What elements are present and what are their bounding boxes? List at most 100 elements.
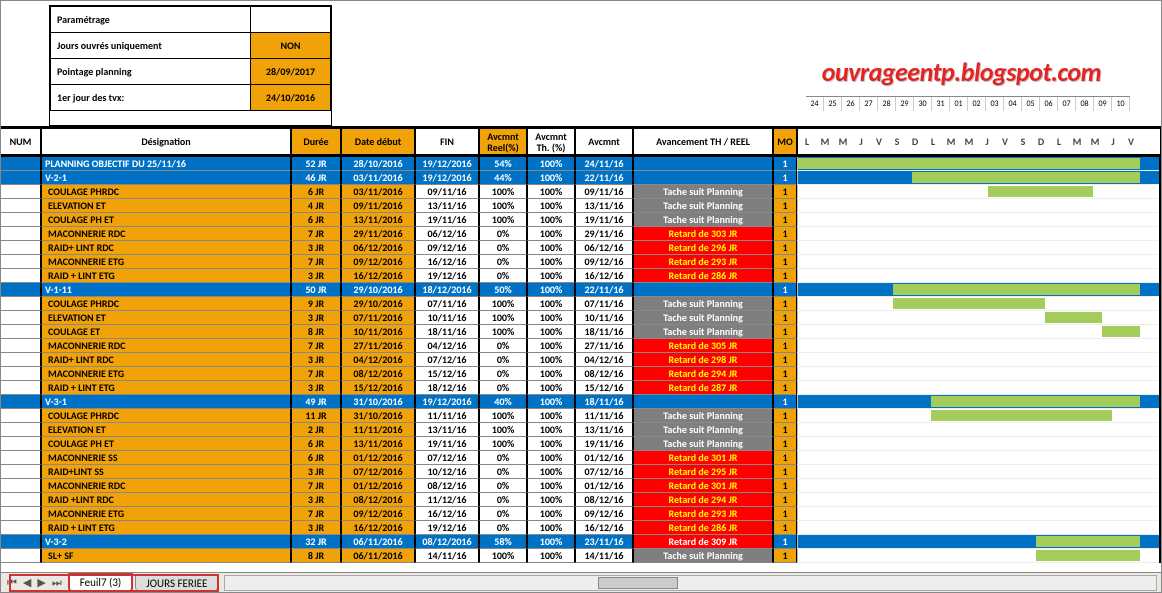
cell-debut: 31/10/2016 — [341, 395, 415, 409]
cell-avcmnt: 07/11/16 — [575, 297, 633, 311]
table-row[interactable]: MACONNERIE ETG7 JR08/12/201615/12/160%10… — [1, 367, 1159, 381]
cell-avcmnt-reel: 0% — [479, 493, 527, 507]
tab-last-icon[interactable]: ⏭ — [50, 576, 64, 590]
cell-num — [1, 255, 41, 269]
cell-avcmnt-reel: 0% — [479, 465, 527, 479]
cell-designation: ELEVATION ET — [41, 311, 291, 325]
cell-status: Tache suit Planning — [633, 213, 773, 227]
table-row[interactable]: COULAGE PHRDC11 JR31/10/201611/11/16100%… — [1, 409, 1159, 423]
calendar-weekday: J — [852, 136, 870, 148]
tab-nav-buttons[interactable]: ⏮ ◀ ▶ ⏭ — [1, 576, 68, 590]
cell-gantt — [797, 395, 1159, 409]
table-row[interactable]: COULAGE PH ET6 JR13/11/201619/11/16100%1… — [1, 213, 1159, 227]
cell-num — [1, 297, 41, 311]
table-row[interactable]: ELEVATION ET2 JR11/11/201613/11/16100%10… — [1, 423, 1159, 437]
calendar-weekday: J — [978, 136, 996, 148]
cell-avcmnt-th: 100% — [527, 213, 575, 227]
param-value[interactable]: NON — [251, 33, 331, 59]
cell-mo: 1 — [773, 213, 797, 227]
cell-mo: 1 — [773, 311, 797, 325]
sheet-tab-jours-feriee[interactable]: JOURS FERIEE — [135, 575, 218, 591]
table-row[interactable]: V-3-232 JR06/11/201608/12/201658%100%23/… — [1, 535, 1159, 549]
cell-avcmnt-th: 100% — [527, 507, 575, 521]
cell-avcmnt: 15/12/16 — [575, 381, 633, 395]
cell-status: Retard de 309 JR — [633, 535, 773, 549]
tab-prev-icon[interactable]: ◀ — [21, 576, 33, 590]
table-row[interactable]: COULAGE ET8 JR10/11/201618/11/16100%100%… — [1, 325, 1159, 339]
param-value[interactable]: 28/09/2017 — [251, 59, 331, 85]
cell-avcmnt: 22/11/16 — [575, 283, 633, 297]
cell-avcmnt-reel: 0% — [479, 381, 527, 395]
table-row[interactable]: RAID + LINT ETG3 JR15/12/201618/12/160%1… — [1, 381, 1159, 395]
table-row[interactable]: RAID+LINT SS3 JR07/12/201610/12/160%100%… — [1, 465, 1159, 479]
cell-designation: SL+ SF — [41, 549, 291, 563]
table-row[interactable]: RAID +LINT RDC3 JR08/12/201611/12/160%10… — [1, 493, 1159, 507]
table-row[interactable]: RAID+ LINT RDC3 JR04/12/201607/12/160%10… — [1, 353, 1159, 367]
cell-duree: 3 JR — [291, 311, 341, 325]
cell-num — [1, 409, 41, 423]
header-fin: FIN — [415, 129, 479, 154]
cell-mo: 1 — [773, 437, 797, 451]
table-row[interactable]: MACONNERIE ETG7 JR09/12/201616/12/160%10… — [1, 255, 1159, 269]
table-row[interactable]: RAID+ LINT RDC3 JR06/12/201609/12/160%10… — [1, 241, 1159, 255]
cell-debut: 29/10/2016 — [341, 297, 415, 311]
cell-gantt — [797, 311, 1159, 325]
cell-debut: 07/12/2016 — [341, 465, 415, 479]
cell-avcmnt-th: 100% — [527, 423, 575, 437]
cell-fin: 19/11/16 — [415, 213, 479, 227]
cell-gantt — [797, 521, 1159, 535]
table-row[interactable]: COULAGE PH ET6 JR13/11/201619/11/16100%1… — [1, 437, 1159, 451]
param-value[interactable]: 24/10/2016 — [251, 85, 331, 111]
cell-mo: 1 — [773, 157, 797, 171]
tab-first-icon[interactable]: ⏮ — [5, 576, 19, 590]
cell-gantt — [797, 451, 1159, 465]
cell-avcmnt-th: 100% — [527, 297, 575, 311]
table-row[interactable]: ELEVATION ET4 JR09/11/201613/11/16100%10… — [1, 199, 1159, 213]
calendar-day: 31 — [932, 97, 950, 111]
cell-avcmnt-th: 100% — [527, 339, 575, 353]
cell-duree: 49 JR — [291, 395, 341, 409]
cell-gantt — [797, 255, 1159, 269]
cell-duree: 7 JR — [291, 339, 341, 353]
table-row[interactable]: MACONNERIE RDC7 JR01/12/201608/12/160%10… — [1, 479, 1159, 493]
cell-avcmnt-th: 100% — [527, 283, 575, 297]
table-row[interactable]: MACONNERIE RDC7 JR29/11/201606/12/160%10… — [1, 227, 1159, 241]
cell-status: Retard de 295 JR — [633, 465, 773, 479]
cell-mo: 1 — [773, 493, 797, 507]
cell-fin: 19/12/2016 — [415, 171, 479, 185]
table-row[interactable]: MACONNERIE ETG7 JR09/12/201616/12/160%10… — [1, 507, 1159, 521]
table-row[interactable]: ELEVATION ET3 JR07/11/201610/11/16100%10… — [1, 311, 1159, 325]
cell-mo: 1 — [773, 535, 797, 549]
table-row[interactable]: COULAGE PHRDC6 JR03/11/201609/11/16100%1… — [1, 185, 1159, 199]
cell-gantt — [797, 507, 1159, 521]
table-row[interactable]: MACONNERIE SS6 JR01/12/201607/12/160%100… — [1, 451, 1159, 465]
cell-debut: 31/10/2016 — [341, 409, 415, 423]
table-row[interactable]: PLANNING OBJECTIF DU 25/11/1652 JR28/10/… — [1, 157, 1159, 171]
horizontal-scrollbar[interactable] — [224, 575, 1157, 591]
cell-fin: 19/12/16 — [415, 269, 479, 283]
cell-fin: 13/11/16 — [415, 423, 479, 437]
sheet-tab-feuil7[interactable]: Feuil7 (3) — [68, 573, 134, 592]
table-row[interactable]: RAID + LINT ETG3 JR16/12/201619/12/160%1… — [1, 521, 1159, 535]
table-row[interactable]: V-1-1150 JR29/10/201618/12/201650%100%22… — [1, 283, 1159, 297]
cell-designation: COULAGE PH ET — [41, 437, 291, 451]
tab-next-icon[interactable]: ▶ — [35, 576, 47, 590]
cell-num — [1, 381, 41, 395]
table-row[interactable]: V-2-146 JR03/11/201619/12/201644%100%22/… — [1, 171, 1159, 185]
cell-status: Tache suit Planning — [633, 437, 773, 451]
cell-gantt — [797, 465, 1159, 479]
table-row[interactable]: SL+ SF8 JR06/11/201614/11/16100%100%14/1… — [1, 549, 1159, 563]
cell-avcmnt: 11/11/16 — [575, 409, 633, 423]
cell-avcmnt-reel: 0% — [479, 255, 527, 269]
cell-avcmnt-reel: 0% — [479, 367, 527, 381]
table-row[interactable]: RAID + LINT ETG3 JR16/12/201619/12/160%1… — [1, 269, 1159, 283]
table-row[interactable]: COULAGE PHRDC9 JR29/10/201607/11/16100%1… — [1, 297, 1159, 311]
cell-designation: COULAGE PH ET — [41, 213, 291, 227]
cell-gantt — [797, 437, 1159, 451]
cell-debut: 06/11/2016 — [341, 535, 415, 549]
table-row[interactable]: V-3-149 JR31/10/201619/12/201640%100%18/… — [1, 395, 1159, 409]
planning-grid[interactable]: PLANNING OBJECTIF DU 25/11/1652 JR28/10/… — [1, 157, 1161, 563]
cell-duree: 52 JR — [291, 157, 341, 171]
table-row[interactable]: MACONNERIE RDC7 JR27/11/201604/12/160%10… — [1, 339, 1159, 353]
cell-debut: 13/11/2016 — [341, 437, 415, 451]
